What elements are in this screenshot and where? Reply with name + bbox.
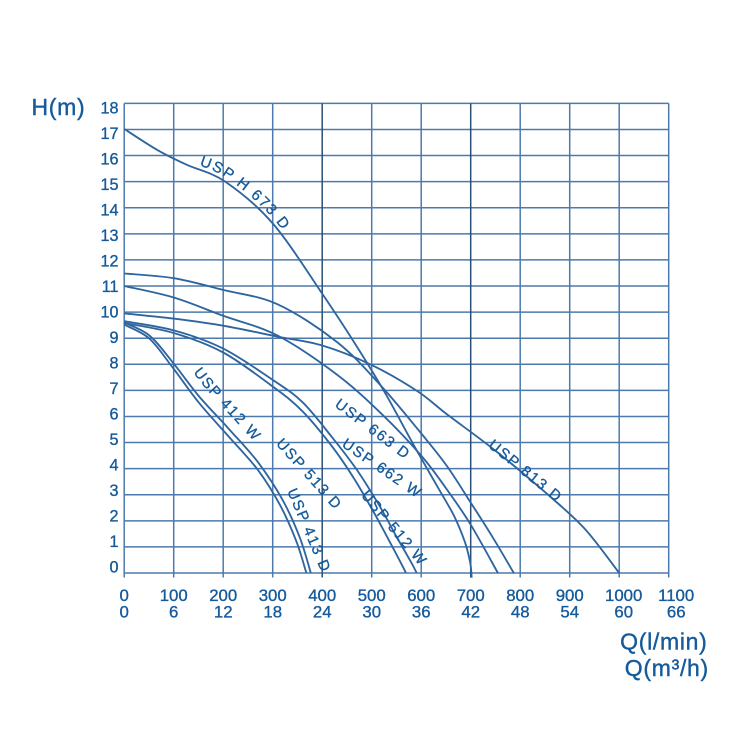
svg-text:1: 1 bbox=[109, 533, 118, 551]
svg-text:11: 11 bbox=[102, 278, 119, 296]
svg-text:17: 17 bbox=[100, 125, 118, 143]
svg-text:1100: 1100 bbox=[658, 586, 694, 605]
svg-text:400: 400 bbox=[308, 586, 336, 605]
svg-text:10: 10 bbox=[100, 303, 118, 321]
svg-text:12: 12 bbox=[100, 252, 118, 270]
svg-text:12: 12 bbox=[214, 603, 233, 622]
svg-text:36: 36 bbox=[412, 603, 431, 622]
svg-text:200: 200 bbox=[209, 586, 237, 605]
svg-text:66: 66 bbox=[667, 603, 686, 622]
svg-text:48: 48 bbox=[511, 603, 530, 622]
svg-text:16: 16 bbox=[100, 150, 118, 168]
svg-text:6: 6 bbox=[169, 603, 178, 622]
svg-text:700: 700 bbox=[457, 586, 485, 605]
svg-text:900: 900 bbox=[556, 586, 584, 605]
svg-text:6: 6 bbox=[109, 405, 118, 423]
svg-text:Q(m³/h): Q(m³/h) bbox=[625, 655, 709, 681]
svg-text:18: 18 bbox=[100, 99, 118, 117]
svg-text:100: 100 bbox=[160, 586, 188, 605]
svg-text:54: 54 bbox=[560, 603, 579, 622]
svg-text:60: 60 bbox=[614, 603, 633, 622]
svg-text:H(m): H(m) bbox=[32, 94, 86, 120]
svg-text:14: 14 bbox=[100, 201, 118, 219]
svg-text:7: 7 bbox=[109, 380, 118, 398]
svg-text:3: 3 bbox=[109, 482, 118, 500]
svg-text:0: 0 bbox=[109, 558, 118, 576]
svg-text:300: 300 bbox=[259, 586, 287, 605]
svg-text:30: 30 bbox=[362, 603, 381, 622]
svg-text:5: 5 bbox=[109, 431, 118, 449]
svg-text:Q(l/min): Q(l/min) bbox=[620, 628, 707, 654]
svg-text:0: 0 bbox=[120, 586, 129, 605]
svg-text:4: 4 bbox=[109, 456, 118, 474]
svg-text:13: 13 bbox=[100, 227, 118, 245]
svg-text:8: 8 bbox=[109, 354, 118, 372]
svg-text:9: 9 bbox=[109, 329, 118, 347]
svg-text:15: 15 bbox=[100, 176, 118, 194]
svg-text:800: 800 bbox=[506, 586, 534, 605]
svg-text:2: 2 bbox=[109, 507, 118, 525]
svg-text:1000: 1000 bbox=[605, 586, 642, 605]
svg-text:42: 42 bbox=[461, 603, 480, 622]
svg-text:24: 24 bbox=[313, 603, 332, 622]
svg-text:600: 600 bbox=[407, 586, 435, 605]
svg-text:18: 18 bbox=[263, 603, 282, 622]
svg-text:0: 0 bbox=[120, 603, 129, 622]
svg-text:500: 500 bbox=[358, 586, 386, 605]
